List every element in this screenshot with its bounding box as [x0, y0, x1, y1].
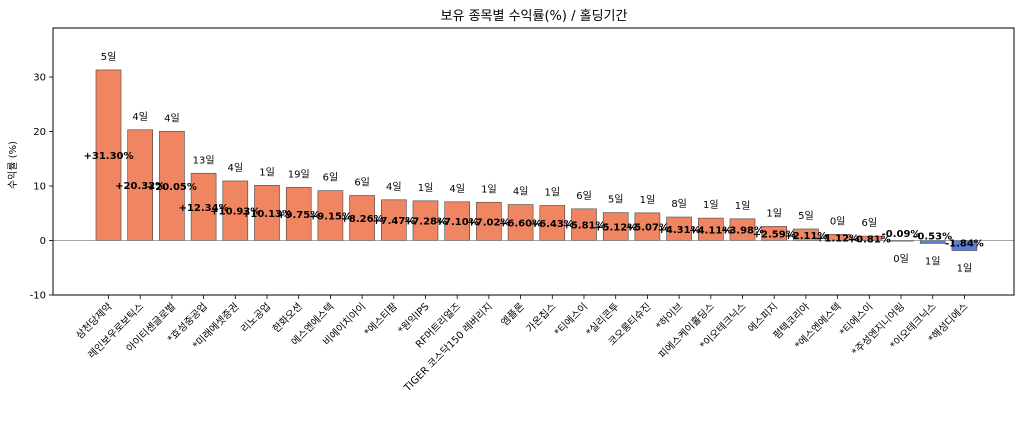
bar-return-label: +20.05% — [147, 182, 197, 193]
bar-return-label: +2.11% — [784, 231, 827, 242]
labels-layer: +31.30% 5일 +20.32% 4일 +20.05% 4일 +12.34% 13일 +10… — [83, 51, 983, 275]
category-label: 엠플론 — [499, 301, 527, 329]
bar — [254, 185, 280, 241]
y-tick-label: 10 — [33, 182, 46, 193]
bar-return-label: +8.26% — [341, 214, 384, 225]
bar-return-label: -0.53% — [913, 231, 952, 242]
bar-return-label: +4.31% — [658, 225, 701, 236]
bar-return-label: +12.34% — [179, 203, 229, 214]
category-label: 피에스케이홀딩스 — [656, 300, 717, 361]
bar-return-label: +7.47% — [372, 216, 415, 227]
bar-holding-label: 4일 — [164, 112, 180, 124]
bar-holding-label: 6일 — [354, 177, 370, 189]
bar-holding-label: 1일 — [925, 255, 941, 267]
bar-holding-label: 1일 — [766, 207, 782, 219]
bar-holding-label: 0일 — [830, 215, 846, 227]
bar-return-label: +9.15% — [309, 212, 352, 223]
bar-return-label: +5.07% — [626, 223, 669, 234]
bar-return-label: +0.81% — [848, 234, 891, 245]
bar-holding-label: 8일 — [671, 198, 687, 210]
bar-return-label: -0.09% — [882, 229, 921, 240]
bar-return-label: +20.32% — [115, 181, 165, 192]
bar-return-label: +6.60% — [499, 219, 542, 230]
bar-holding-label: 6일 — [576, 190, 592, 202]
bar-holding-label: 4일 — [228, 162, 244, 174]
category-label: 리노공업 — [238, 300, 273, 335]
bar-return-label: +10.13% — [242, 209, 292, 220]
bar-holding-label: 4일 — [513, 186, 529, 198]
bar-return-label: +9.75% — [277, 210, 320, 221]
y-tick-label: -10 — [30, 291, 46, 302]
bar-holding-label: 5일 — [608, 194, 624, 206]
bars-layer — [95, 69, 978, 251]
y-tick-label: 20 — [33, 127, 46, 138]
bar-return-label: -1.84% — [945, 239, 984, 250]
y-tick-label: 0 — [40, 236, 46, 247]
bar-holding-label: 13일 — [193, 154, 215, 166]
bar — [380, 199, 407, 241]
y-tick-label: 30 — [33, 73, 46, 84]
bar-holding-label: 1일 — [957, 263, 973, 275]
bar-return-label: +7.10% — [436, 217, 479, 228]
bar-holding-label: 5일 — [101, 51, 117, 63]
category-label: *하이브 — [653, 300, 685, 332]
category-label: *에스티팜 — [362, 301, 400, 339]
bar-return-label: +7.02% — [467, 217, 510, 228]
bar-return-label: +6.43% — [531, 219, 574, 230]
bar-return-label: +2.59% — [753, 229, 796, 240]
bar — [95, 69, 122, 241]
chart-title: 보유 종목별 수익률(%) / 홀딩기간 — [441, 9, 628, 24]
bar-holding-label: 6일 — [862, 217, 878, 229]
bar-holding-label: 5일 — [798, 210, 814, 222]
category-label: 레인보우로보틱스 — [86, 301, 147, 362]
bar-holding-label: 4일 — [449, 183, 465, 195]
bar-holding-label: 1일 — [640, 194, 656, 206]
bar-return-label: +5.12% — [594, 223, 637, 234]
y-axis: -10 0 10 20 30 — [30, 73, 53, 302]
bar-holding-label: 1일 — [418, 182, 434, 194]
bar-holding-label: 1일 — [735, 200, 751, 212]
bar-return-label: +7.28% — [404, 217, 447, 228]
bar-holding-label: 1일 — [545, 186, 561, 198]
bar-return-label: +10.93% — [210, 207, 260, 218]
bar-return-label: +4.11% — [689, 225, 732, 236]
bar-holding-label: 19일 — [288, 168, 310, 180]
bar — [412, 200, 439, 241]
bar-return-label: +1.12% — [816, 233, 859, 244]
x-axis: 삼천당제약레인보우로보틱스아이티센글로벌*효성중공업*미래에셋증권리노공업한화오… — [74, 295, 971, 395]
bar — [634, 212, 661, 241]
y-axis-label: 수익률 (%) — [7, 141, 19, 189]
bar — [127, 129, 153, 241]
bar-return-label: +31.30% — [83, 151, 133, 162]
bar-return-label: +5.81% — [562, 221, 605, 232]
bar-holding-label: 1일 — [703, 199, 719, 211]
bar — [507, 204, 534, 241]
bar — [602, 212, 629, 241]
bar-holding-label: 0일 — [893, 253, 909, 265]
bar-holding-label: 6일 — [323, 172, 339, 184]
bar-holding-label: 1일 — [259, 166, 275, 178]
bar — [159, 130, 185, 241]
bar — [444, 201, 471, 241]
bar-holding-label: 4일 — [386, 181, 402, 193]
bar — [190, 172, 217, 241]
bar — [317, 190, 344, 241]
bar-holding-label: 1일 — [481, 183, 497, 195]
category-label: *주성엔지니어링 — [850, 301, 908, 359]
bar-return-label: +3.98% — [721, 226, 764, 237]
category-label: *티에스이 — [552, 301, 590, 339]
bar-holding-label: 4일 — [132, 111, 148, 123]
plot-frame — [52, 27, 1015, 296]
bar — [571, 208, 597, 241]
